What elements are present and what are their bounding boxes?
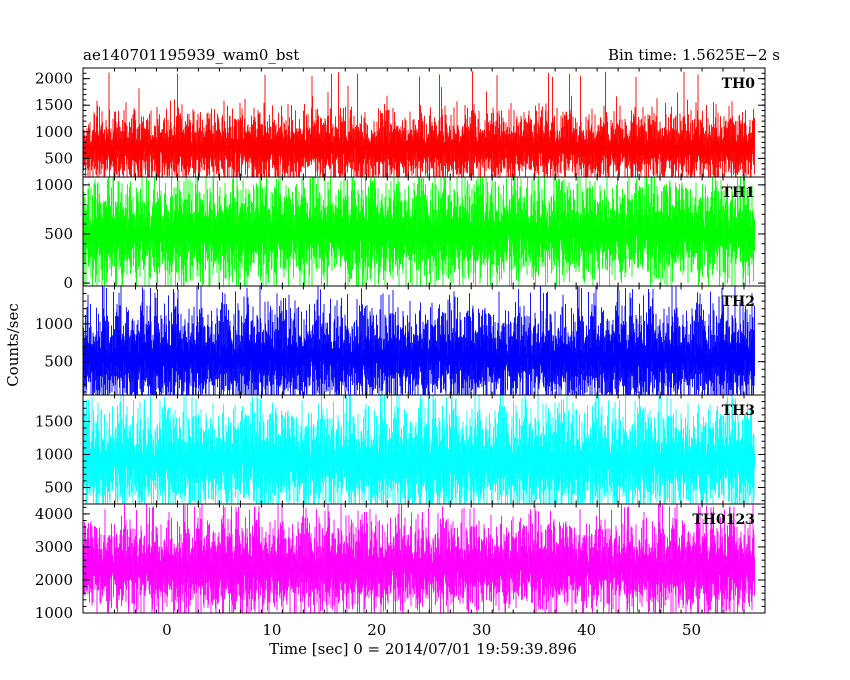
x-axis-label: Time [sec] 0 = 2014/07/01 19:59:39.896 [269, 640, 577, 658]
th1-series-line [82, 177, 755, 286]
panel-th1: 0 500 1000 TH1 [35, 176, 766, 292]
y-tick-label: 1000 [35, 176, 73, 194]
panel-label-th1: TH1 [722, 185, 755, 201]
y-tick-label: 2000 [35, 70, 73, 88]
x-tick-label: 30 [472, 621, 491, 639]
panel-label-th0: TH0 [722, 76, 756, 92]
y-tick-label: 1500 [35, 96, 73, 114]
x-axis: 0 10 20 30 40 50 [162, 621, 701, 639]
y-tick-label: 500 [44, 149, 73, 167]
panel-label-th2: TH2 [722, 294, 755, 310]
x-tick-label: 10 [262, 621, 281, 639]
x-tick-label: 50 [682, 621, 701, 639]
chart-title: ae140701195939_wam0_bst [83, 46, 299, 64]
y-tick-label: 1000 [35, 315, 73, 333]
th2-series-line [82, 286, 755, 395]
th3-series-line [82, 395, 755, 504]
y-tick-label: 500 [44, 478, 73, 496]
bin-time-label: Bin time: 1.5625E−2 s [608, 46, 780, 64]
panel-label-th3: TH3 [722, 403, 755, 419]
y-tick-label: 0 [63, 274, 73, 292]
y-tick-label: 500 [44, 353, 73, 371]
th0-series-line [82, 71, 755, 177]
panel-frame [82, 503, 766, 614]
panel-th3: 500 1000 1500 TH3 [35, 394, 766, 505]
x-tick-label: 40 [577, 621, 596, 639]
y-tick-label: 1500 [35, 412, 73, 430]
x-tick-label: 20 [367, 621, 386, 639]
th0123-series-line [82, 504, 755, 613]
panel-th2: 500 1000 TH2 [35, 285, 766, 396]
y-tick-label: 3000 [35, 538, 73, 556]
x-tick-label: 0 [162, 621, 172, 639]
panel-th0: 500 1000 1500 2000 TH0 [35, 67, 766, 178]
y-tick-label: 4000 [35, 505, 73, 523]
y-tick-label: 1000 [35, 604, 73, 622]
y-axis-label: Counts/sec [4, 303, 22, 387]
panel-label-th0123: TH0123 [692, 512, 755, 528]
y-tick-label: 500 [44, 225, 73, 243]
y-tick-label: 1000 [35, 123, 73, 141]
y-tick-label: 1000 [35, 445, 73, 463]
panel-th0123: 1000 2000 3000 4000 TH0123 [35, 503, 766, 622]
y-tick-label: 2000 [35, 571, 73, 589]
